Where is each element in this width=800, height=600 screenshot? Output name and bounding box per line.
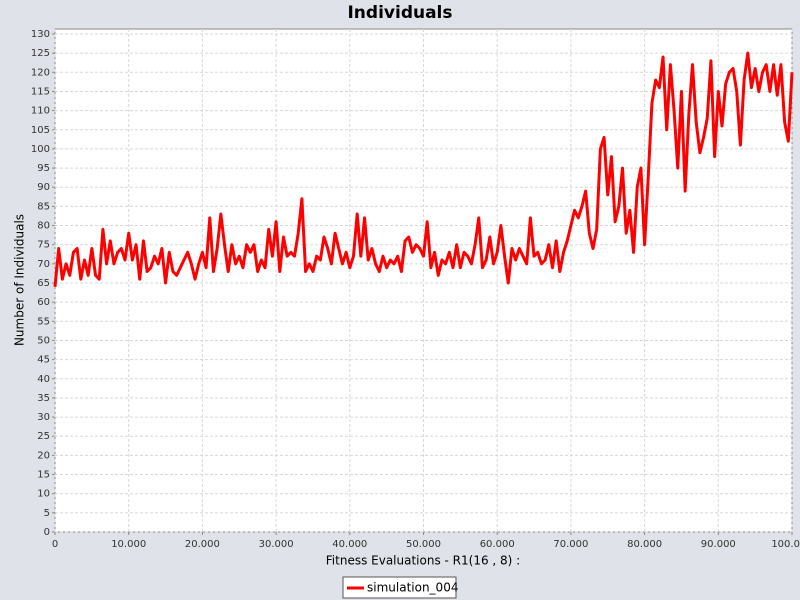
y-tick-label: 5	[44, 508, 50, 519]
x-tick-label: 70.000	[553, 539, 588, 550]
x-tick-label: 50.000	[406, 539, 441, 550]
x-tick-label: 30.000	[259, 539, 294, 550]
y-tick-label: 115	[31, 86, 50, 97]
y-tick-label: 70	[37, 259, 50, 270]
y-tick-label: 105	[31, 125, 50, 136]
y-tick-label: 35	[37, 393, 50, 404]
y-tick-label: 125	[31, 48, 50, 59]
y-tick-label: 45	[37, 355, 50, 366]
y-tick-label: 40	[37, 374, 50, 385]
y-tick-label: 120	[31, 67, 50, 78]
y-tick-label: 30	[37, 412, 50, 423]
y-tick-label: 60	[37, 297, 50, 308]
legend	[342, 576, 457, 599]
y-tick-label: 15	[37, 470, 50, 481]
y-tick-label: 65	[37, 278, 50, 289]
y-tick-label: 20	[37, 450, 50, 461]
x-tick-label: 10.000	[111, 539, 146, 550]
chart-title: Individuals	[347, 3, 452, 23]
x-axis-label: Fitness Evaluations - R1(16 , 8) :	[326, 554, 520, 568]
legend-label: simulation_004	[367, 581, 458, 595]
x-tick-label: 90.000	[701, 539, 736, 550]
x-tick-label: 100.000	[771, 539, 800, 550]
y-tick-label: 130	[31, 29, 50, 40]
x-tick-label: 80.000	[627, 539, 662, 550]
y-tick-label: 80	[37, 221, 50, 232]
y-tick-label: 90	[37, 182, 50, 193]
x-tick-label: 40.000	[332, 539, 367, 550]
x-tick-label: 20.000	[185, 539, 220, 550]
x-tick-label: 0	[52, 539, 58, 550]
y-tick-label: 10	[37, 489, 50, 500]
y-tick-label: 85	[37, 201, 50, 212]
y-tick-label: 95	[37, 163, 50, 174]
y-tick-label: 110	[31, 106, 50, 117]
y-tick-label: 55	[37, 316, 50, 327]
x-tick-label: 60.000	[480, 539, 515, 550]
y-tick-label: 50	[37, 335, 50, 346]
y-tick-label: 75	[37, 240, 50, 251]
y-tick-label: 25	[37, 431, 50, 442]
data-line	[53, 51, 794, 287]
y-axis-label: Number of Individuals	[13, 214, 27, 346]
y-tick-label: 0	[44, 527, 50, 538]
y-tick-label: 100	[31, 144, 50, 155]
